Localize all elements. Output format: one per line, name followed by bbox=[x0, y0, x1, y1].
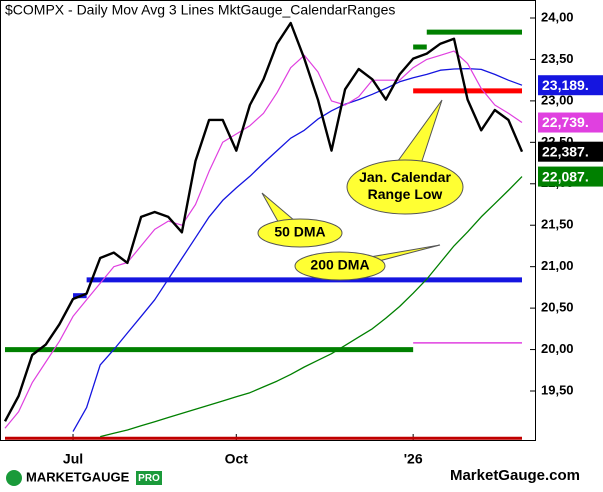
value-label: 22,087. bbox=[542, 168, 589, 184]
chart-title: $COMPX - Daily Mov Avg 3 Lines MktGauge_… bbox=[5, 2, 395, 18]
value-label: 22,739. bbox=[542, 114, 589, 130]
value-box bbox=[538, 166, 603, 187]
series-line bbox=[4, 50, 523, 429]
footer: MarketGauge.com bbox=[450, 467, 580, 484]
y-tick-label: 21,00 bbox=[541, 258, 574, 273]
callout-bubble bbox=[257, 218, 343, 248]
y-tick-label: 23,00 bbox=[541, 92, 574, 107]
logo-brand: MARKETGAUGE bbox=[26, 469, 130, 484]
y-tick-label: 24,00 bbox=[541, 9, 574, 24]
callout-text: 50 DMA bbox=[274, 224, 325, 240]
callout-bubble bbox=[294, 251, 386, 281]
logo-badge-text: PRO bbox=[138, 473, 160, 484]
y-tick-label: 20,50 bbox=[541, 300, 574, 315]
callout: 50 DMA bbox=[257, 192, 343, 248]
callout-text: Range Low bbox=[368, 186, 443, 202]
callout-text: 200 DMA bbox=[310, 257, 369, 273]
value-label: 22,387. bbox=[542, 143, 589, 159]
y-tick-label: 19,50 bbox=[541, 382, 574, 397]
series-line bbox=[100, 176, 523, 438]
series-line bbox=[72, 67, 523, 432]
x-tick-label: Jul bbox=[63, 451, 83, 467]
callout: Jan. CalendarRange Low bbox=[346, 99, 464, 215]
y-tick-label: 21,50 bbox=[541, 217, 574, 232]
callout-bubble bbox=[346, 159, 464, 215]
x-tick-label: '26 bbox=[404, 451, 423, 467]
x-tick-label: Oct bbox=[225, 451, 249, 467]
callout-text: Jan. Calendar bbox=[359, 169, 451, 185]
value-box bbox=[538, 112, 603, 133]
series-line bbox=[3, 21, 524, 422]
value-box bbox=[538, 141, 603, 162]
y-tick-label: 20,00 bbox=[541, 341, 574, 356]
value-box bbox=[538, 75, 603, 96]
logo-badge bbox=[136, 471, 162, 485]
logo: MARKETGAUGE PRO bbox=[6, 469, 162, 486]
logo-icon bbox=[6, 470, 22, 486]
y-tick-label: 23,50 bbox=[541, 51, 574, 66]
plot-frame bbox=[0, 0, 536, 441]
value-label: 23,189. bbox=[542, 77, 589, 93]
callout: 200 DMA bbox=[294, 244, 441, 281]
